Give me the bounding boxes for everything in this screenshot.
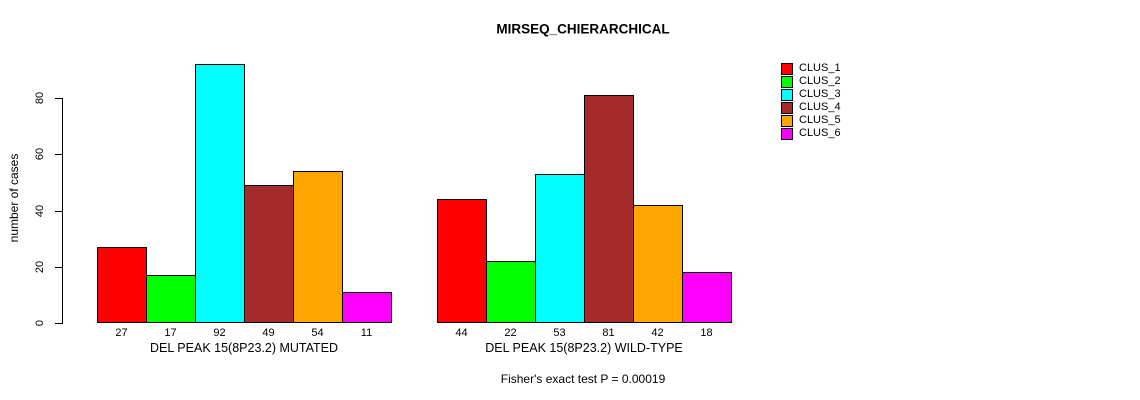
y-axis-line xyxy=(62,98,63,324)
legend-item: CLUS_4 xyxy=(781,101,841,114)
legend-item: CLUS_5 xyxy=(781,114,841,127)
legend-item: CLUS_6 xyxy=(781,127,841,140)
legend-label: CLUS_2 xyxy=(799,75,841,87)
legend-label: CLUS_3 xyxy=(799,88,841,100)
y-axis-tick xyxy=(55,210,62,212)
bar-clus_5 xyxy=(293,171,343,323)
bar-value-label: 81 xyxy=(602,327,615,339)
legend-item: CLUS_2 xyxy=(781,75,841,88)
bar-clus_3 xyxy=(195,64,245,323)
legend-swatch xyxy=(781,101,793,114)
bar-value-label: 18 xyxy=(700,327,713,339)
y-axis-tick xyxy=(55,98,62,99)
bar-value-label: 42 xyxy=(651,327,664,339)
bar-clus_5 xyxy=(633,205,683,323)
bar-clus_6 xyxy=(342,292,392,323)
bar-value-label: 27 xyxy=(115,327,128,339)
legend-item: CLUS_3 xyxy=(781,88,841,101)
bar-clus_2 xyxy=(486,261,536,323)
bar-value-label: 11 xyxy=(360,327,373,339)
y-axis-tick-label: 0 xyxy=(34,319,46,327)
legend-label: CLUS_4 xyxy=(799,101,841,113)
y-axis-tick-label: 40 xyxy=(34,204,46,217)
bar-value-label: 17 xyxy=(164,327,177,339)
legend: CLUS_1 CLUS_2 CLUS_3 CLUS_4 CLUS_5 CLUS_6 xyxy=(781,62,841,140)
x-group-label: DEL PEAK 15(8P23.2) MUTATED xyxy=(149,341,339,355)
legend-label: CLUS_6 xyxy=(799,127,841,139)
y-axis-tick xyxy=(55,323,62,324)
bar-clus_4 xyxy=(584,95,634,323)
bar-value-label: 92 xyxy=(213,327,226,339)
bar-clus_1 xyxy=(437,199,487,323)
bar-value-label: 49 xyxy=(262,327,275,339)
legend-swatch xyxy=(781,127,793,140)
legend-swatch xyxy=(781,88,793,101)
legend-swatch xyxy=(781,62,793,75)
legend-item: CLUS_1 xyxy=(781,62,841,75)
y-axis-tick xyxy=(55,266,62,268)
y-axis-tick xyxy=(55,154,62,156)
bar-value-label: 54 xyxy=(311,327,324,339)
y-axis-tick-label: 80 xyxy=(34,91,46,105)
bar-value-label: 44 xyxy=(455,327,468,339)
bar-value-label: 22 xyxy=(504,327,517,339)
legend-swatch xyxy=(781,114,793,127)
bar-value-label: 53 xyxy=(553,327,566,339)
bar-clus_4 xyxy=(244,185,294,323)
bar-clus_1 xyxy=(97,247,147,323)
bar-clus_6 xyxy=(682,272,732,323)
annotation-text: Fisher's exact test P = 0.00019 xyxy=(500,372,666,386)
bar-clus_2 xyxy=(146,275,196,323)
x-group-label: DEL PEAK 15(8P23.2) WILD-TYPE xyxy=(485,341,683,355)
y-axis-tick-label: 60 xyxy=(34,148,46,161)
legend-label: CLUS_1 xyxy=(799,62,841,74)
legend-swatch xyxy=(781,75,793,88)
chart-title: MIRSEQ_CHIERARCHICAL xyxy=(496,21,670,37)
bar-clus_3 xyxy=(535,174,585,323)
legend-label: CLUS_5 xyxy=(799,114,841,126)
y-axis-tick-label: 20 xyxy=(34,260,46,273)
